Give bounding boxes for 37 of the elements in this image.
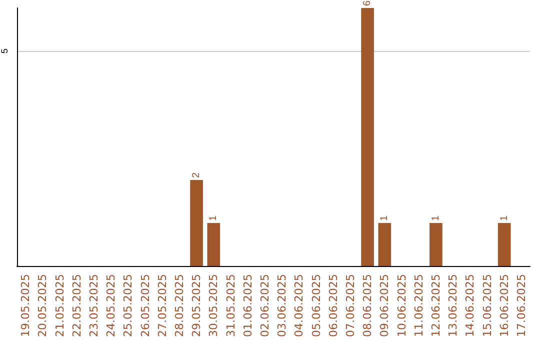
x-tick-label: 17.06.2025 bbox=[514, 274, 528, 338]
data-label: 2 bbox=[191, 172, 202, 178]
x-tick-label: 20.05.2025 bbox=[36, 274, 50, 338]
y-tick-label: 5 bbox=[0, 48, 10, 54]
data-label: 1 bbox=[379, 215, 390, 222]
x-tick-label: 15.06.2025 bbox=[480, 274, 494, 338]
x-tick-label: 14.06.2025 bbox=[464, 274, 477, 338]
data-label: 1 bbox=[208, 215, 220, 222]
x-tick-label: 13.06.2025 bbox=[446, 274, 460, 338]
x-tick-label: 31.05.2025 bbox=[224, 274, 238, 338]
data-label: 1 bbox=[498, 215, 510, 222]
x-tick-label: 12.06.2025 bbox=[429, 274, 442, 338]
data-label: 1 bbox=[430, 215, 442, 222]
x-tick-label: 24.05.2025 bbox=[104, 274, 118, 338]
x-tick-label: 25.05.2025 bbox=[122, 274, 135, 338]
x-tick-label: 29.05.2025 bbox=[190, 274, 204, 338]
x-tick-label: 07.06.2025 bbox=[344, 274, 357, 338]
x-tick-label: 22.05.2025 bbox=[70, 274, 84, 338]
x-tick-label: 04.06.2025 bbox=[292, 274, 306, 338]
x-tick-label: 27.05.2025 bbox=[156, 274, 169, 338]
x-tick-label: 03.06.2025 bbox=[276, 274, 289, 338]
x-tick-label: 06.06.2025 bbox=[326, 274, 340, 338]
x-tick-label: 26.05.2025 bbox=[138, 274, 152, 338]
x-tick-label: 01.06.2025 bbox=[241, 274, 254, 338]
x-tick-label: 10.06.2025 bbox=[395, 274, 408, 338]
x-tick-label: 09.06.2025 bbox=[378, 274, 392, 338]
x-tick-label: 30.05.2025 bbox=[207, 274, 220, 338]
x-tick-label: 19.05.2025 bbox=[19, 274, 32, 338]
x-tick-label: 21.05.2025 bbox=[53, 274, 66, 338]
x-tick-label: 02.06.2025 bbox=[258, 274, 272, 338]
x-tick-label: 11.06.2025 bbox=[412, 274, 426, 338]
x-tick-label: 05.06.2025 bbox=[310, 274, 323, 338]
x-tick-label: 16.06.2025 bbox=[498, 274, 511, 338]
data-label: 6 bbox=[362, 0, 374, 6]
x-tick-label: 08.06.2025 bbox=[361, 274, 374, 338]
x-tick-label: 28.05.2025 bbox=[172, 274, 186, 338]
x-tick-label: 23.05.2025 bbox=[87, 274, 100, 338]
